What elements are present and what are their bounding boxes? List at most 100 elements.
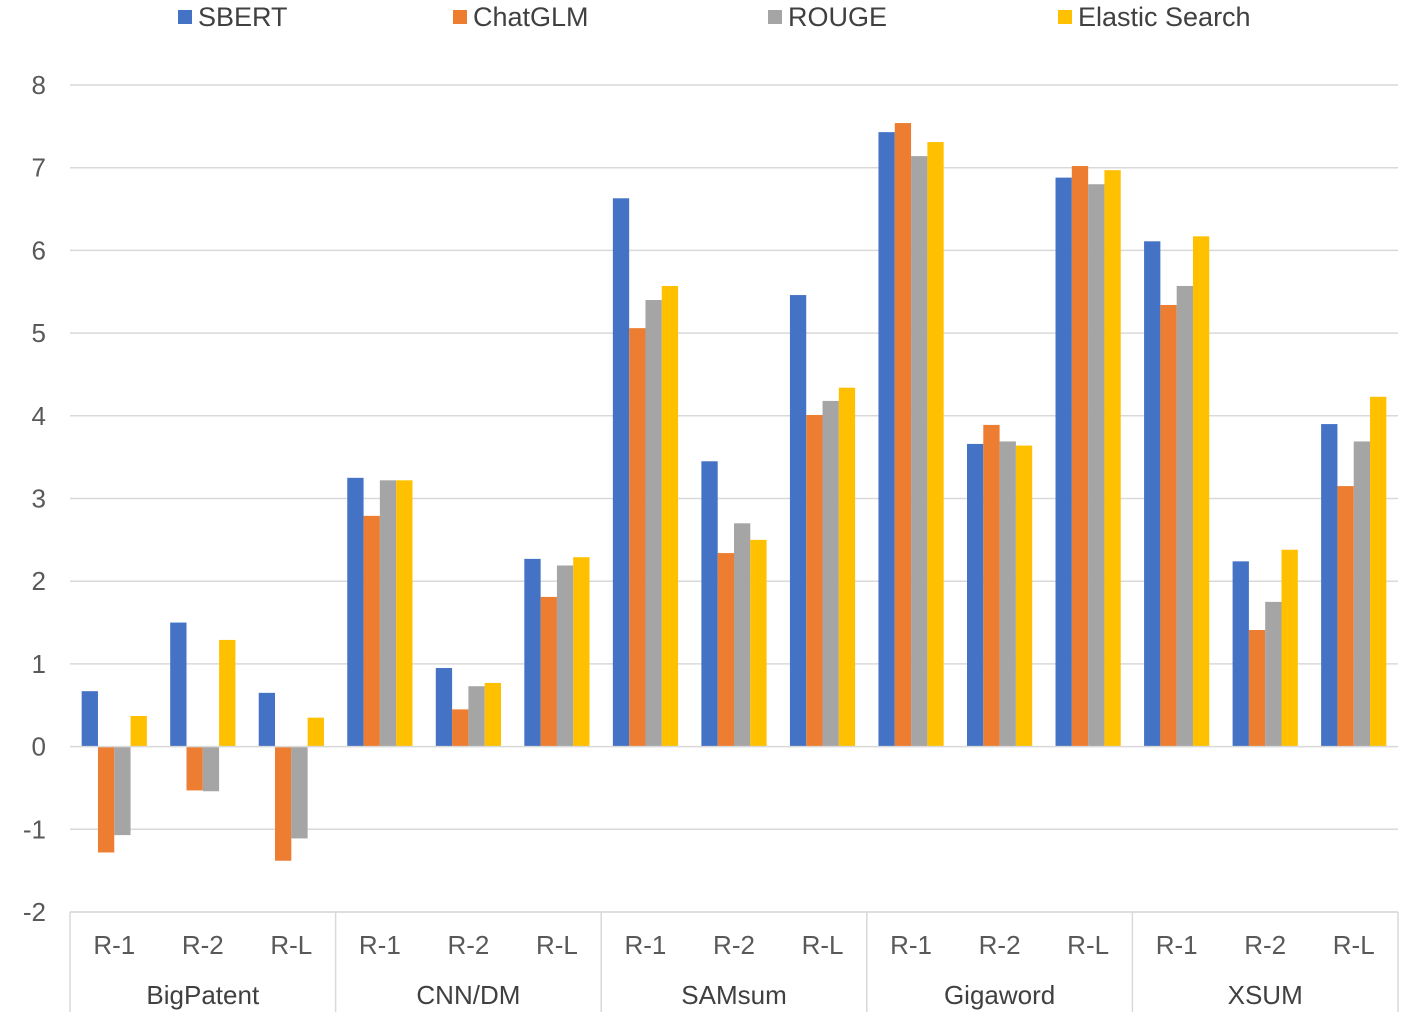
bar-elastic-search (130, 716, 147, 747)
bar-rouge (1176, 285, 1193, 747)
legend-label: SBERT (198, 2, 288, 32)
group-label: XSUM (1228, 980, 1303, 1010)
x-tick-label: R-1 (359, 930, 401, 960)
y-tick-label: -1 (23, 814, 46, 844)
bar-chatglm (806, 414, 823, 747)
bar-rouge (1088, 184, 1105, 747)
y-axis-ticks: -2 -1 0 1 2 3 4 5 6 7 8 (23, 70, 46, 927)
bar-rouge (999, 441, 1016, 747)
bar-chatglm (186, 746, 203, 791)
y-tick-label: 4 (32, 401, 46, 431)
bar-elastic-search (396, 480, 413, 747)
x-tick-label: R-1 (93, 930, 135, 960)
x-tick-label: R-1 (625, 930, 667, 960)
bar-sbert (1055, 177, 1072, 747)
bar-sbert (81, 691, 98, 747)
bar-sbert (1144, 241, 1161, 747)
bar-sbert (1232, 561, 1249, 747)
x-tick-label: R-2 (979, 930, 1021, 960)
bar-elastic-search (750, 539, 767, 747)
bar-elastic-search (661, 285, 679, 747)
group-label: Gigaword (944, 980, 1055, 1010)
bar-elastic-search (1015, 445, 1033, 747)
x-tick-label: R-1 (1156, 930, 1198, 960)
legend-swatch (178, 10, 192, 24)
bar-rouge (291, 746, 308, 839)
y-tick-label: 5 (32, 318, 46, 348)
bar-rouge (379, 480, 397, 747)
bar-rouge (734, 523, 751, 747)
bar-rouge (911, 156, 928, 747)
x-tick-label: R-L (1333, 930, 1375, 960)
y-tick-label: 8 (32, 70, 46, 100)
bar-chatglm (717, 553, 734, 747)
legend-label: ChatGLM (473, 2, 589, 32)
bar-chatglm (1071, 166, 1089, 747)
bar-sbert (347, 477, 364, 747)
bar-rouge (468, 686, 485, 747)
x-tick-label: R-2 (447, 930, 489, 960)
bar-rouge (645, 300, 662, 747)
bar-elastic-search (1104, 170, 1121, 747)
bar-chatglm (1337, 486, 1354, 747)
bar-chatglm (540, 596, 557, 747)
x-axis: R-1 R-2 R-L BigPatent R-1 R-2 R-L CNN/DM R-1 R-2 R… (69, 745, 1399, 1012)
bar-sbert (878, 132, 895, 747)
group-label: CNN/DM (416, 980, 520, 1010)
bar-elastic-search (219, 639, 236, 747)
x-tick-label: R-2 (1244, 930, 1286, 960)
y-tick-label: 2 (32, 566, 46, 596)
y-tick-label: 6 (32, 235, 46, 265)
bar-sbert (170, 622, 187, 747)
bar-chatglm (629, 328, 646, 747)
x-tick-label: R-2 (182, 930, 224, 960)
bar-sbert (612, 198, 630, 747)
bar-chatglm (1248, 629, 1266, 747)
bar-sbert (258, 692, 276, 747)
bar-chatglm (983, 424, 1000, 747)
x-tick-label: R-L (270, 930, 312, 960)
bar-chatglm (452, 709, 469, 747)
x-tick-label: R-2 (713, 930, 755, 960)
y-tick-label: 1 (32, 649, 46, 679)
legend-swatch (768, 10, 782, 24)
bar-sbert (435, 668, 453, 747)
y-tick-label: 0 (32, 732, 46, 762)
bar-rouge (114, 746, 131, 836)
bar-sbert (701, 461, 718, 747)
legend-swatch (1058, 10, 1072, 24)
bars (81, 123, 1387, 861)
bar-elastic-search (573, 557, 590, 747)
bar-chatglm (97, 746, 115, 853)
y-tick-label: 3 (32, 484, 46, 514)
bar-elastic-search (927, 142, 944, 747)
y-tick-label: -2 (23, 897, 46, 927)
x-tick-label: R-1 (890, 930, 932, 960)
legend-label: ROUGE (788, 2, 887, 32)
bar-elastic-search (1281, 549, 1298, 747)
bar-sbert (967, 443, 984, 747)
bar-chatglm (1160, 304, 1177, 747)
bar-chatglm (894, 123, 912, 747)
x-tick-label: R-L (1067, 930, 1109, 960)
bar-rouge (1265, 601, 1282, 747)
legend: SBERT ChatGLM ROUGE Elastic Search (178, 2, 1251, 32)
bar-rouge (822, 400, 839, 747)
bar-elastic-search (1192, 236, 1210, 747)
bar-rouge (556, 565, 574, 747)
bar-elastic-search (838, 387, 856, 747)
bar-rouge (1353, 441, 1371, 747)
group-label: BigPatent (146, 980, 260, 1010)
bar-elastic-search (307, 717, 324, 747)
y-tick-label: 7 (32, 153, 46, 183)
bar-sbert (1321, 424, 1338, 747)
bar-rouge (202, 746, 220, 792)
bar-elastic-search (1370, 396, 1387, 747)
bar-chatglm (275, 746, 292, 861)
bar-elastic-search (484, 682, 501, 747)
bar-sbert (789, 295, 807, 747)
group-label: SAMsum (681, 980, 786, 1010)
x-tick-label: R-L (802, 930, 844, 960)
